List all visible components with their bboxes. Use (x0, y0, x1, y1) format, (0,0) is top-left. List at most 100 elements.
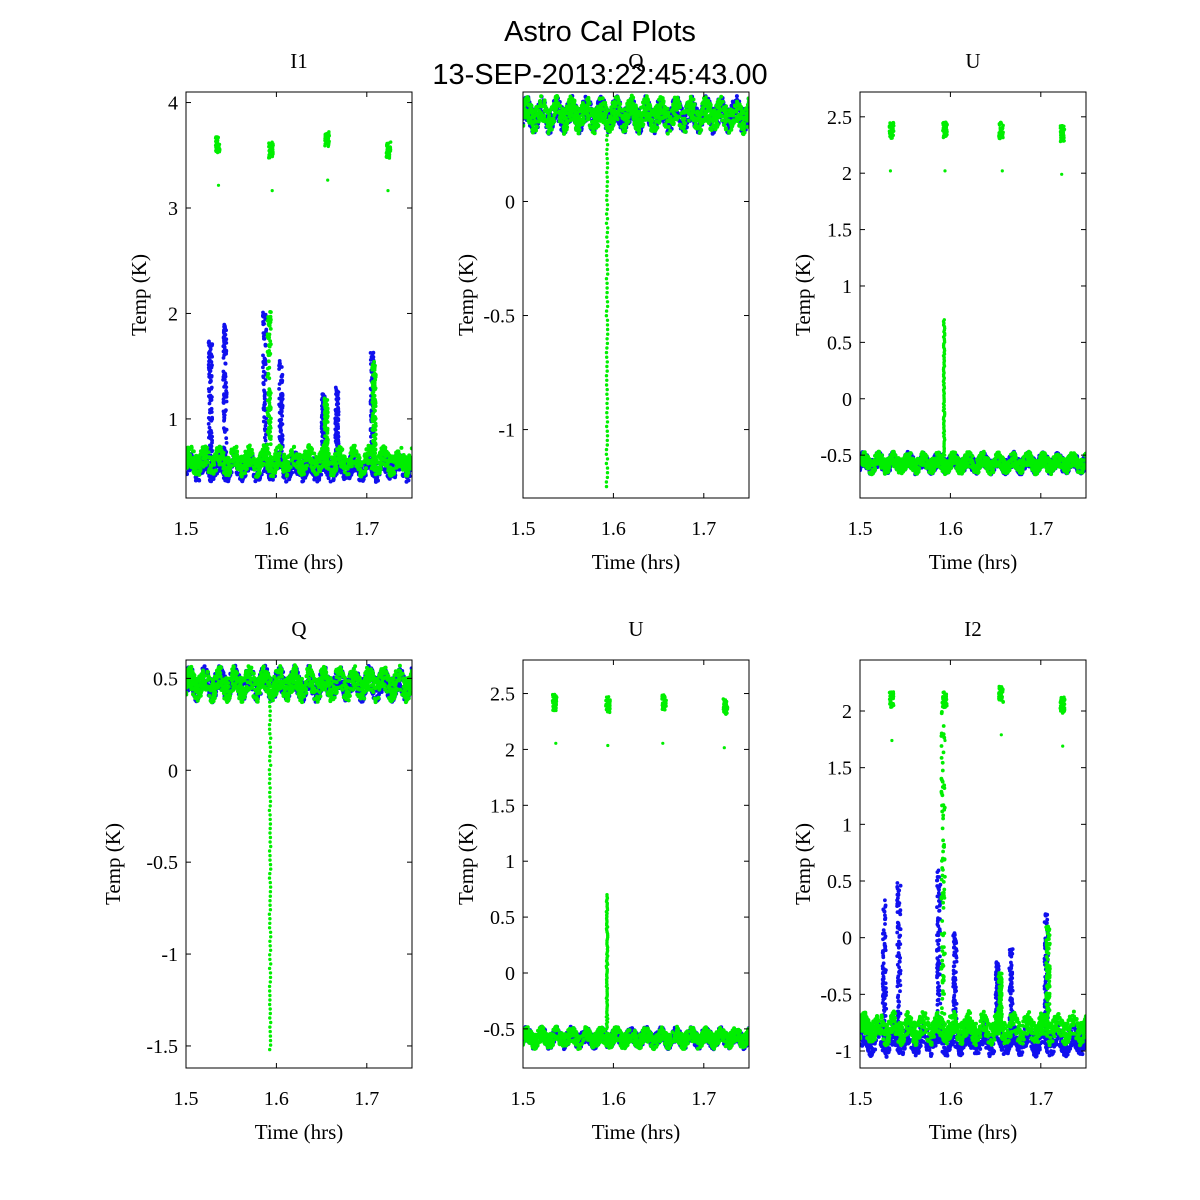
point-green (253, 461, 258, 466)
point-blue (209, 410, 214, 414)
point-blue (208, 345, 213, 350)
point-blue (222, 413, 227, 417)
point-green (301, 469, 306, 473)
x-tick-label: 1.7 (354, 518, 379, 540)
point-blue (221, 409, 226, 414)
point-green (373, 387, 378, 392)
point-blue (223, 361, 228, 366)
point-green (267, 400, 272, 405)
point-blue (223, 332, 228, 337)
point-blue (336, 405, 340, 410)
point-green (373, 432, 378, 437)
point-green (358, 467, 363, 472)
point-green (376, 470, 381, 475)
point-blue (734, 94, 739, 99)
point-blue (360, 478, 365, 483)
point-green (273, 452, 278, 456)
point-green (349, 458, 354, 463)
point-blue (293, 470, 298, 474)
point-green (678, 105, 682, 110)
point-green (523, 123, 526, 128)
point-blue (222, 395, 227, 400)
point-green (386, 189, 390, 193)
point-blue (334, 402, 339, 407)
point-blue (261, 353, 265, 358)
point-green (193, 460, 198, 464)
point-green (534, 104, 539, 109)
point-green (396, 451, 401, 456)
point-green (312, 465, 316, 470)
point-green (292, 444, 297, 449)
point-blue (279, 417, 284, 422)
point-green (364, 447, 369, 452)
point-green (244, 467, 249, 472)
point-blue (223, 327, 227, 331)
point-green (677, 114, 682, 119)
point-green (267, 343, 271, 347)
point-green (188, 456, 193, 461)
point-blue (306, 468, 311, 473)
point-blue (197, 478, 202, 483)
point-green (405, 464, 410, 469)
y-axis-label: Temp (K) (127, 254, 151, 336)
point-green (267, 376, 272, 381)
point-green (257, 453, 262, 458)
point-green (268, 396, 272, 401)
point-blue (239, 478, 244, 483)
point-green (395, 464, 400, 469)
point-blue (264, 420, 268, 425)
point-blue (261, 310, 265, 315)
point-green (305, 453, 310, 458)
point-blue (224, 389, 229, 393)
point-green (186, 449, 190, 454)
point-green (246, 463, 251, 468)
point-green (213, 468, 218, 473)
point-green (243, 455, 247, 460)
point-blue (207, 401, 212, 406)
point-green (216, 183, 221, 187)
point-green (378, 464, 383, 469)
point-green (300, 460, 305, 465)
point-green (186, 465, 189, 470)
point-green (370, 457, 375, 462)
point-blue (710, 131, 715, 136)
point-blue (224, 337, 229, 342)
point-green (351, 452, 356, 457)
point-green (266, 359, 271, 364)
point-green (313, 471, 318, 476)
point-green (622, 107, 627, 112)
point-green (209, 463, 214, 468)
point-blue (224, 478, 229, 483)
point-green (370, 396, 375, 400)
point-blue (278, 424, 283, 428)
point-green (244, 451, 248, 456)
point-blue (209, 360, 214, 364)
point-green (339, 447, 344, 452)
point-blue (280, 433, 285, 437)
point-blue (223, 372, 228, 376)
data-points (186, 130, 412, 484)
point-green (268, 420, 273, 424)
point-blue (209, 375, 214, 379)
point-green (372, 359, 376, 364)
point-green (332, 461, 337, 466)
point-green (267, 144, 271, 148)
series-green (186, 130, 412, 479)
point-green (373, 404, 378, 409)
point-green (201, 464, 206, 469)
point-green (202, 448, 207, 453)
point-green (326, 178, 330, 182)
y-tick-label: 3 (168, 198, 178, 220)
point-green (306, 443, 311, 448)
point-green (352, 443, 357, 448)
point-blue (210, 354, 215, 359)
point-blue (210, 395, 214, 399)
point-green (186, 461, 190, 466)
point-green (282, 459, 287, 464)
point-green (400, 463, 405, 468)
point-green (220, 454, 225, 459)
point-green (239, 454, 244, 459)
point-blue (336, 439, 341, 444)
point-green (324, 405, 328, 410)
point-blue (334, 423, 339, 428)
